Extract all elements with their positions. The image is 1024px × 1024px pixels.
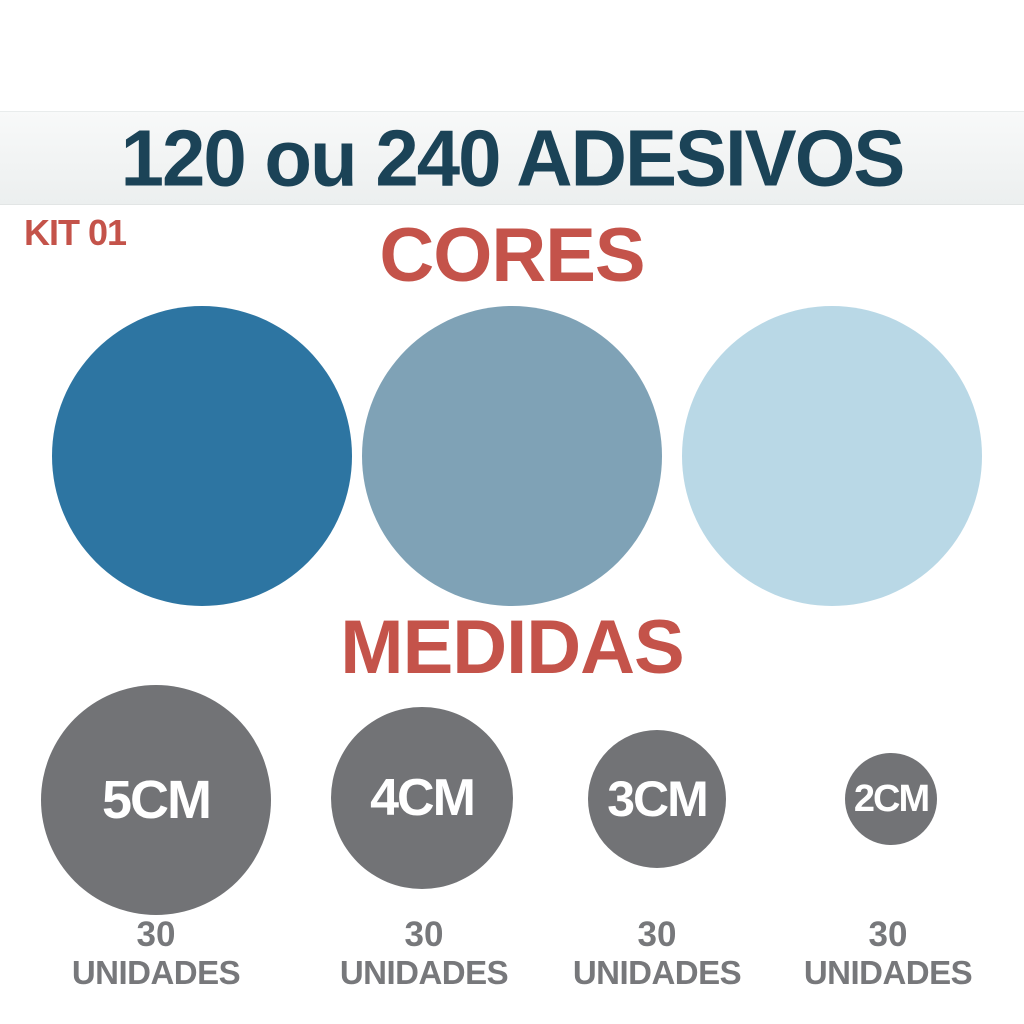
- colors-section-heading: CORES: [379, 213, 645, 298]
- units-word: UNIDADES: [339, 954, 509, 991]
- page-title: 120 ou 240 ADESIVOS: [120, 112, 906, 203]
- units-count: 30: [404, 915, 444, 954]
- color-swatch-blue-gray: [362, 306, 662, 606]
- units-word: UNIDADES: [572, 954, 742, 991]
- kit-number-label: KIT 01: [24, 212, 127, 253]
- size-circle-4cm: 4CM: [331, 707, 513, 889]
- size-circle-2cm-label: 2CM: [853, 777, 930, 820]
- size-circle-2cm: 2CM: [845, 753, 937, 845]
- size-circle-5cm: 5CM: [41, 685, 271, 915]
- size-circle-3cm-label: 3CM: [607, 771, 709, 827]
- units-count: 30: [868, 915, 908, 954]
- size-circle-5cm-label: 5CM: [101, 770, 212, 830]
- units-word: UNIDADES: [71, 954, 241, 991]
- header-band: 120 ou 240 ADESIVOS: [0, 111, 1024, 205]
- units-count: 30: [136, 915, 176, 954]
- size-circle-3cm: 3CM: [588, 730, 726, 868]
- sizes-section-heading: MEDIDAS: [340, 605, 684, 690]
- units-label-5cm: 30 UNIDADES: [26, 915, 286, 992]
- color-swatch-blue-light: [682, 306, 982, 606]
- units-label-3cm: 30 UNIDADES: [527, 915, 787, 992]
- units-count: 30: [637, 915, 677, 954]
- units-word: UNIDADES: [803, 954, 973, 991]
- units-label-4cm: 30 UNIDADES: [294, 915, 554, 992]
- units-label-2cm: 30 UNIDADES: [758, 915, 1018, 992]
- color-swatch-blue-dark: [52, 306, 352, 606]
- size-circle-4cm-label: 4CM: [370, 769, 476, 827]
